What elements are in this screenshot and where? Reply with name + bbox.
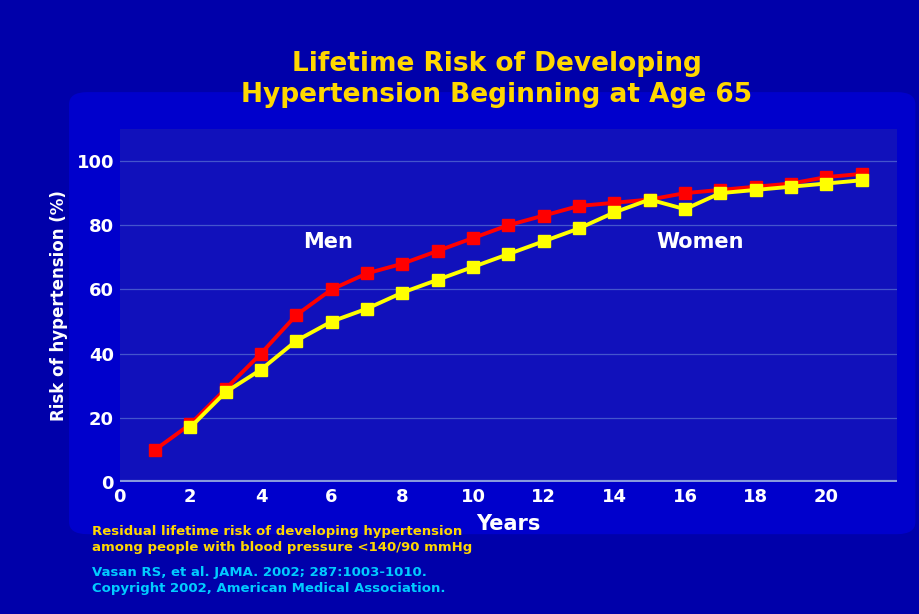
Text: Residual lifetime risk of developing hypertension: Residual lifetime risk of developing hyp…: [92, 524, 461, 538]
Text: Vasan RS, et al. JAMA. 2002; 287:1003-1010.: Vasan RS, et al. JAMA. 2002; 287:1003-10…: [92, 565, 426, 579]
Text: Men: Men: [303, 231, 353, 252]
Text: Copyright 2002, American Medical Association.: Copyright 2002, American Medical Associa…: [92, 581, 445, 595]
Text: Hypertension Beginning at Age 65: Hypertension Beginning at Age 65: [241, 82, 752, 108]
Text: among people with blood pressure <140/90 mmHg: among people with blood pressure <140/90…: [92, 541, 471, 554]
X-axis label: Years: Years: [476, 514, 539, 534]
Y-axis label: Risk of hypertension (%): Risk of hypertension (%): [51, 190, 68, 421]
Text: Lifetime Risk of Developing: Lifetime Risk of Developing: [291, 52, 701, 77]
Text: Women: Women: [656, 231, 743, 252]
